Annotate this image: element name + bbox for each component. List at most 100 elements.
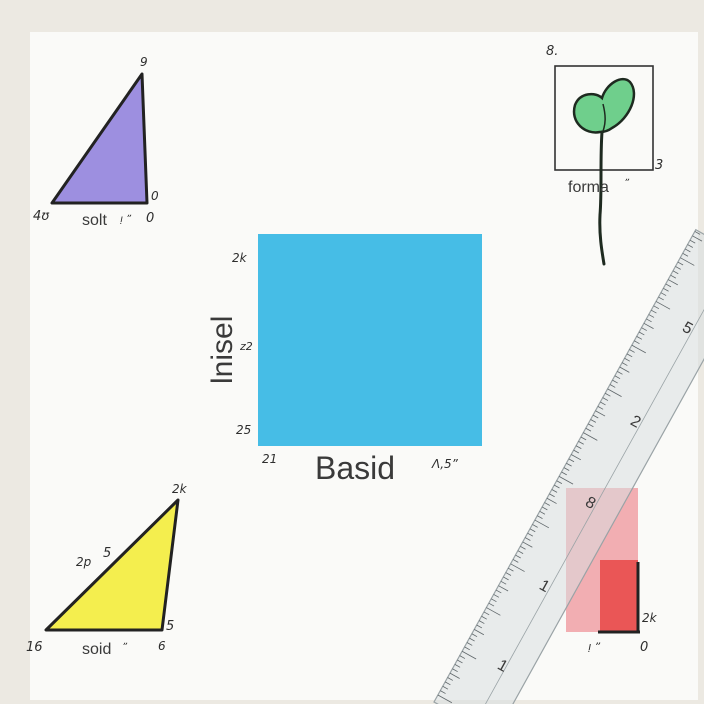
ruler-tick bbox=[677, 261, 684, 266]
ruler-tick bbox=[592, 414, 599, 419]
blue-square-mark-bottom: 25 bbox=[236, 423, 251, 437]
ruler-tick bbox=[672, 270, 679, 275]
ruler-tick bbox=[675, 266, 681, 270]
purple-triangle bbox=[50, 72, 149, 205]
blue-square-label: Basid bbox=[315, 450, 395, 486]
ruler-tick bbox=[578, 441, 584, 445]
ruler: 1 1 8 2 5 bbox=[433, 228, 704, 704]
blue-square bbox=[258, 234, 482, 446]
ruler-tick bbox=[687, 244, 693, 248]
ruler-tick bbox=[604, 392, 611, 397]
ruler-tick bbox=[471, 633, 478, 638]
purple-triangle-mark-right: 0 bbox=[146, 211, 154, 226]
leaf-mark-side: 3 bbox=[655, 158, 663, 173]
ruler-tick bbox=[680, 257, 695, 266]
ruler-tick bbox=[554, 484, 560, 489]
ruler-tick bbox=[636, 336, 643, 340]
blue-square-mark-top: 2k bbox=[232, 251, 248, 265]
ruler-tick bbox=[466, 642, 473, 646]
ruler-tick bbox=[561, 471, 567, 476]
ruler-tick bbox=[505, 572, 512, 576]
yellow-triangle-mark-side: 2p bbox=[76, 555, 92, 569]
ruler-tick bbox=[522, 541, 533, 548]
ruler-tick bbox=[515, 554, 521, 559]
ruler-ticks bbox=[437, 231, 703, 704]
ruler-tick bbox=[454, 664, 461, 668]
ruler-tick bbox=[437, 694, 453, 704]
ruler-tick bbox=[682, 252, 689, 257]
ruler-tick bbox=[597, 406, 604, 410]
ruler-tick bbox=[452, 668, 458, 673]
leaf-frame bbox=[554, 65, 654, 171]
ruler-tick bbox=[498, 585, 509, 592]
ruler-tick bbox=[541, 506, 548, 511]
ruler-tick bbox=[607, 388, 622, 397]
ruler-tick bbox=[464, 646, 470, 651]
ruler-tick bbox=[658, 296, 664, 301]
ruler-tick bbox=[449, 672, 460, 679]
ruler-tick bbox=[573, 449, 580, 454]
ruler-tick bbox=[689, 239, 696, 244]
ruler-tick bbox=[629, 349, 635, 353]
purple-triangle-label: solt bbox=[82, 212, 107, 229]
ruler-tick bbox=[643, 322, 654, 329]
ruler-tick bbox=[692, 235, 703, 242]
ruler-tick bbox=[694, 231, 701, 235]
ruler-tick bbox=[575, 445, 582, 449]
ruler-tick bbox=[617, 371, 623, 375]
ruler-tick bbox=[524, 537, 531, 541]
ruler-tick bbox=[614, 375, 621, 380]
yellow-triangle-mark-corner: 5 bbox=[166, 619, 174, 634]
purple-triangle-figure: 9 4ʊ solt ᴉ ˮ 0 0 bbox=[33, 55, 159, 229]
ruler-tick bbox=[571, 454, 582, 461]
ruler-tick bbox=[481, 615, 487, 620]
leaf-label: forma bbox=[568, 179, 609, 196]
leaf-mark-small: ˮ bbox=[624, 178, 630, 189]
ruler-tick bbox=[626, 353, 633, 358]
ruler-tick bbox=[609, 384, 616, 388]
ruler-tick bbox=[459, 655, 466, 659]
ruler-tick bbox=[444, 681, 451, 686]
ruler-tick bbox=[544, 502, 550, 506]
ruler-tick bbox=[631, 344, 646, 354]
ruler-tick bbox=[583, 432, 598, 441]
ruler-tick bbox=[469, 637, 475, 642]
ruler-tick bbox=[641, 327, 647, 331]
ruler-tick bbox=[590, 419, 597, 423]
ruler-tick bbox=[532, 524, 538, 528]
blue-square-figure: Basid lnisel 2k z2 25 21 Λ,5ˮ bbox=[206, 234, 482, 486]
ruler-tick bbox=[483, 611, 490, 616]
yellow-triangle-mark-top: 2k bbox=[172, 482, 188, 496]
ruler-tick bbox=[563, 467, 570, 471]
ruler-tick bbox=[651, 309, 657, 314]
ruler-tick bbox=[568, 458, 575, 463]
ruler-inner-edge bbox=[473, 251, 704, 704]
ruler-tick bbox=[634, 340, 640, 345]
ruler-tick bbox=[665, 283, 672, 288]
ruler-tick bbox=[474, 629, 485, 636]
pink-rectangle-mark-bottom: 0 bbox=[640, 640, 648, 655]
yellow-triangle-mark-five: 5 bbox=[103, 546, 111, 561]
blue-square-mark-mid: z2 bbox=[239, 340, 253, 353]
leaf-stem bbox=[598, 130, 606, 266]
ruler-tick bbox=[587, 423, 594, 428]
ruler-tick bbox=[595, 410, 606, 417]
ruler-tick bbox=[549, 493, 555, 498]
ruler-tick bbox=[500, 580, 507, 585]
ruler-tick bbox=[539, 510, 546, 515]
ruler-tick bbox=[493, 594, 500, 598]
ruler-tick bbox=[517, 550, 524, 554]
ruler-tick bbox=[624, 357, 630, 362]
yellow-triangle-mark-left: 16 bbox=[26, 640, 43, 655]
ruler-tick bbox=[585, 427, 592, 432]
purple-triangle-mark-left: 4ʊ bbox=[33, 209, 50, 224]
ruler-tick bbox=[600, 401, 606, 406]
yellow-triangle-mark-right: 6 bbox=[158, 639, 166, 653]
ruler-tick bbox=[638, 331, 645, 336]
yellow-triangle-figure: 2k 2p 5 16 soid 5 6 ˮ bbox=[26, 482, 188, 658]
ruler-tick bbox=[648, 314, 655, 318]
ruler-tick bbox=[529, 528, 536, 533]
ruler-tick bbox=[546, 497, 557, 504]
ruler-tick bbox=[461, 650, 477, 660]
